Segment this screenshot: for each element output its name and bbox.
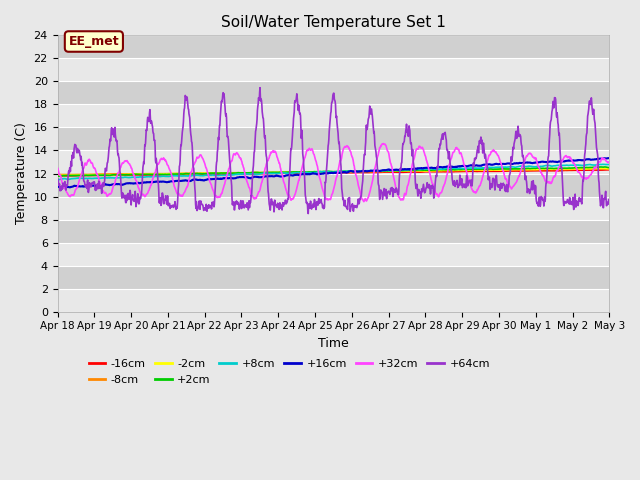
Bar [58, 265, 609, 288]
Bar [58, 150, 609, 173]
Bar [58, 59, 609, 82]
X-axis label: Time: Time [318, 337, 349, 350]
Y-axis label: Temperature (C): Temperature (C) [15, 122, 28, 225]
Bar [58, 128, 609, 150]
Bar [58, 82, 609, 105]
Bar [58, 219, 609, 242]
Bar [58, 173, 609, 196]
Bar [58, 196, 609, 219]
Bar [58, 288, 609, 312]
Title: Soil/Water Temperature Set 1: Soil/Water Temperature Set 1 [221, 15, 446, 30]
Text: EE_met: EE_met [68, 35, 119, 48]
Legend: -16cm, -8cm, -2cm, +2cm, +8cm, +16cm, +32cm, +64cm: -16cm, -8cm, -2cm, +2cm, +8cm, +16cm, +3… [84, 355, 494, 389]
Bar [58, 242, 609, 265]
Bar [58, 105, 609, 128]
Bar [58, 36, 609, 59]
